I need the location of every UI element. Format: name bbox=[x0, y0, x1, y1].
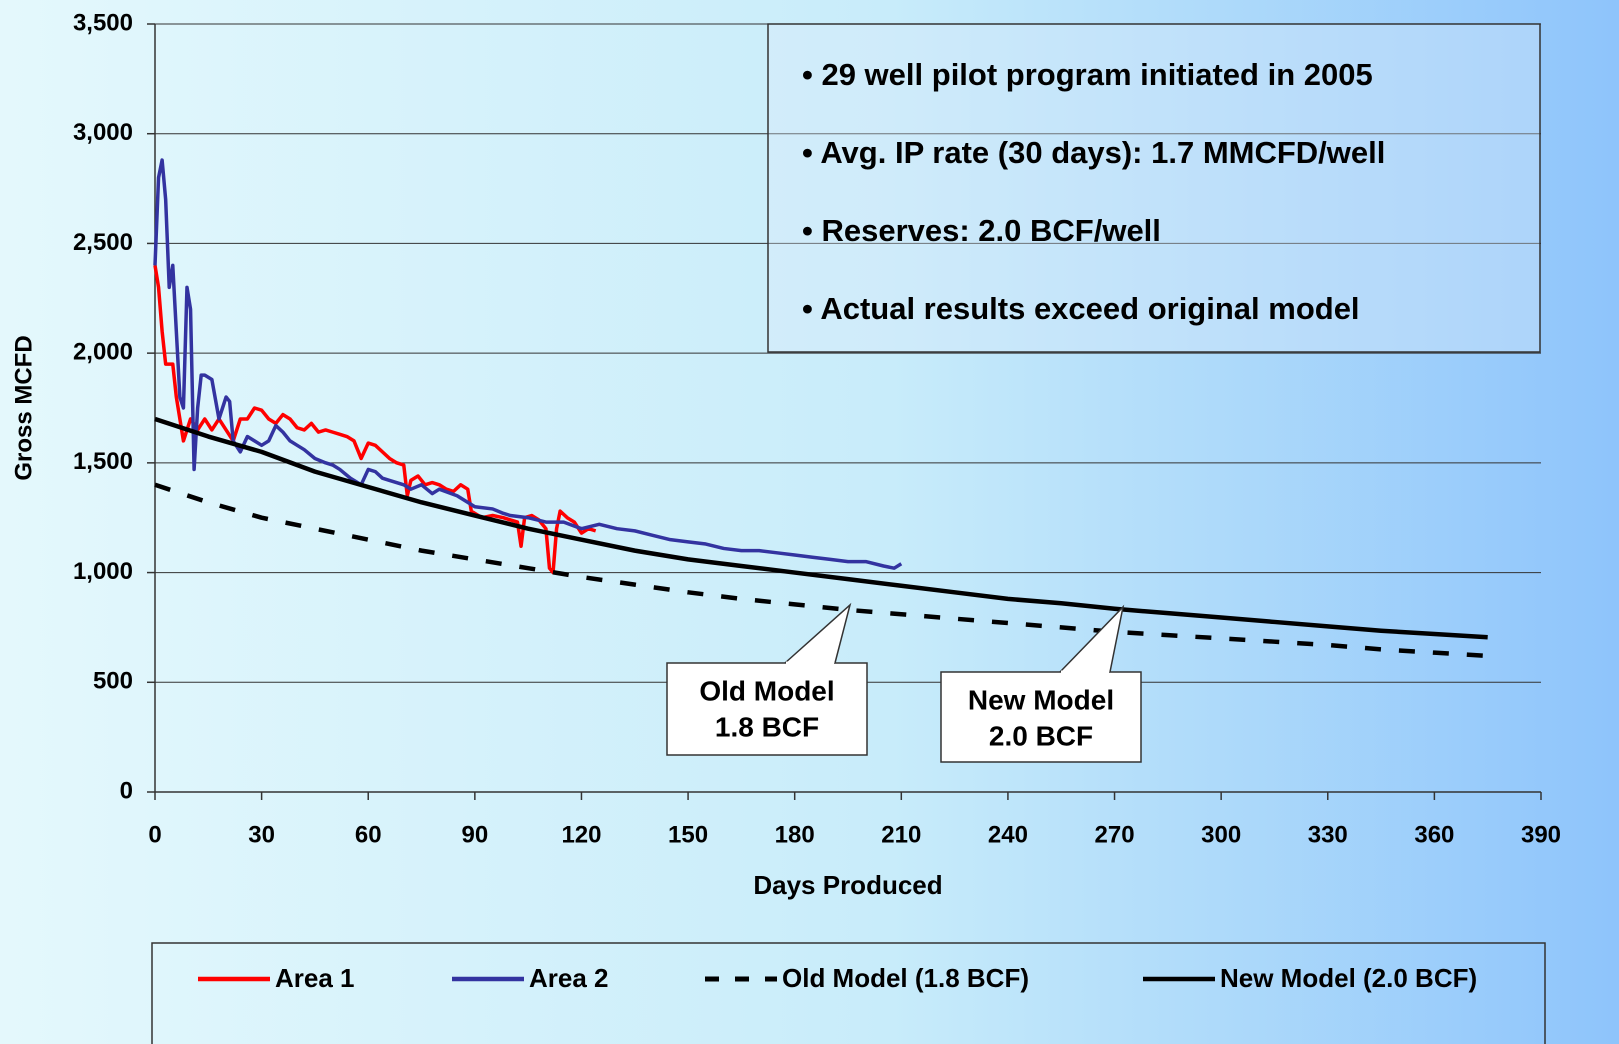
y-tick-label: 0 bbox=[120, 777, 133, 804]
series-line bbox=[154, 482, 1488, 659]
x-tick-label: 360 bbox=[1414, 821, 1454, 848]
bullet-text: • Avg. IP rate (30 days): 1.7 MMCFD/well bbox=[802, 135, 1385, 170]
y-tick-label: 3,500 bbox=[73, 9, 133, 36]
x-tick-label: 210 bbox=[881, 821, 921, 848]
y-tick-label: 3,000 bbox=[73, 119, 133, 146]
callout-text: 2.0 BCF bbox=[989, 720, 1093, 751]
callout-box bbox=[666, 662, 868, 756]
callout-pointer bbox=[784, 602, 852, 664]
callout-pointer bbox=[1059, 604, 1125, 673]
x-tick-label: 120 bbox=[561, 821, 601, 848]
x-tick-label: 60 bbox=[355, 821, 382, 848]
x-tick-label: 270 bbox=[1095, 821, 1135, 848]
y-tick-label: 2,000 bbox=[73, 338, 133, 365]
callout-text: New Model bbox=[968, 684, 1114, 715]
series-line bbox=[154, 416, 1488, 640]
callout-box bbox=[940, 671, 1142, 763]
legend-label: Old Model (1.8 BCF) bbox=[782, 963, 1029, 993]
bullet-text: • 29 well pilot program initiated in 200… bbox=[802, 57, 1373, 92]
legend-label: New Model (2.0 BCF) bbox=[1220, 963, 1477, 993]
x-tick-label: 0 bbox=[148, 821, 161, 848]
legend-label: Area 2 bbox=[529, 963, 609, 993]
x-tick-label: 300 bbox=[1201, 821, 1241, 848]
y-tick-label: 1,000 bbox=[73, 558, 133, 585]
callout-text: 1.8 BCF bbox=[715, 711, 819, 742]
x-tick-label: 330 bbox=[1308, 821, 1348, 848]
x-tick-label: 390 bbox=[1521, 821, 1561, 848]
callout-text: Old Model bbox=[699, 675, 834, 706]
bullet-text: • Reserves: 2.0 BCF/well bbox=[802, 213, 1161, 248]
x-tick-label: 180 bbox=[775, 821, 815, 848]
series-line bbox=[153, 158, 903, 570]
y-tick-label: 500 bbox=[93, 668, 133, 695]
x-tick-label: 240 bbox=[988, 821, 1028, 848]
x-tick-label: 90 bbox=[461, 821, 488, 848]
y-tick-label: 1,500 bbox=[73, 448, 133, 475]
y-tick-label: 2,500 bbox=[73, 229, 133, 256]
legend-label: Area 1 bbox=[275, 963, 355, 993]
x-axis-label: Days Produced bbox=[753, 870, 942, 900]
info-box bbox=[767, 23, 1541, 353]
y-axis-label: Gross MCFD bbox=[10, 335, 37, 480]
x-tick-label: 30 bbox=[248, 821, 275, 848]
x-tick-label: 150 bbox=[668, 821, 708, 848]
bullet-text: • Actual results exceed original model bbox=[802, 291, 1360, 326]
legend-box bbox=[151, 942, 1546, 1044]
